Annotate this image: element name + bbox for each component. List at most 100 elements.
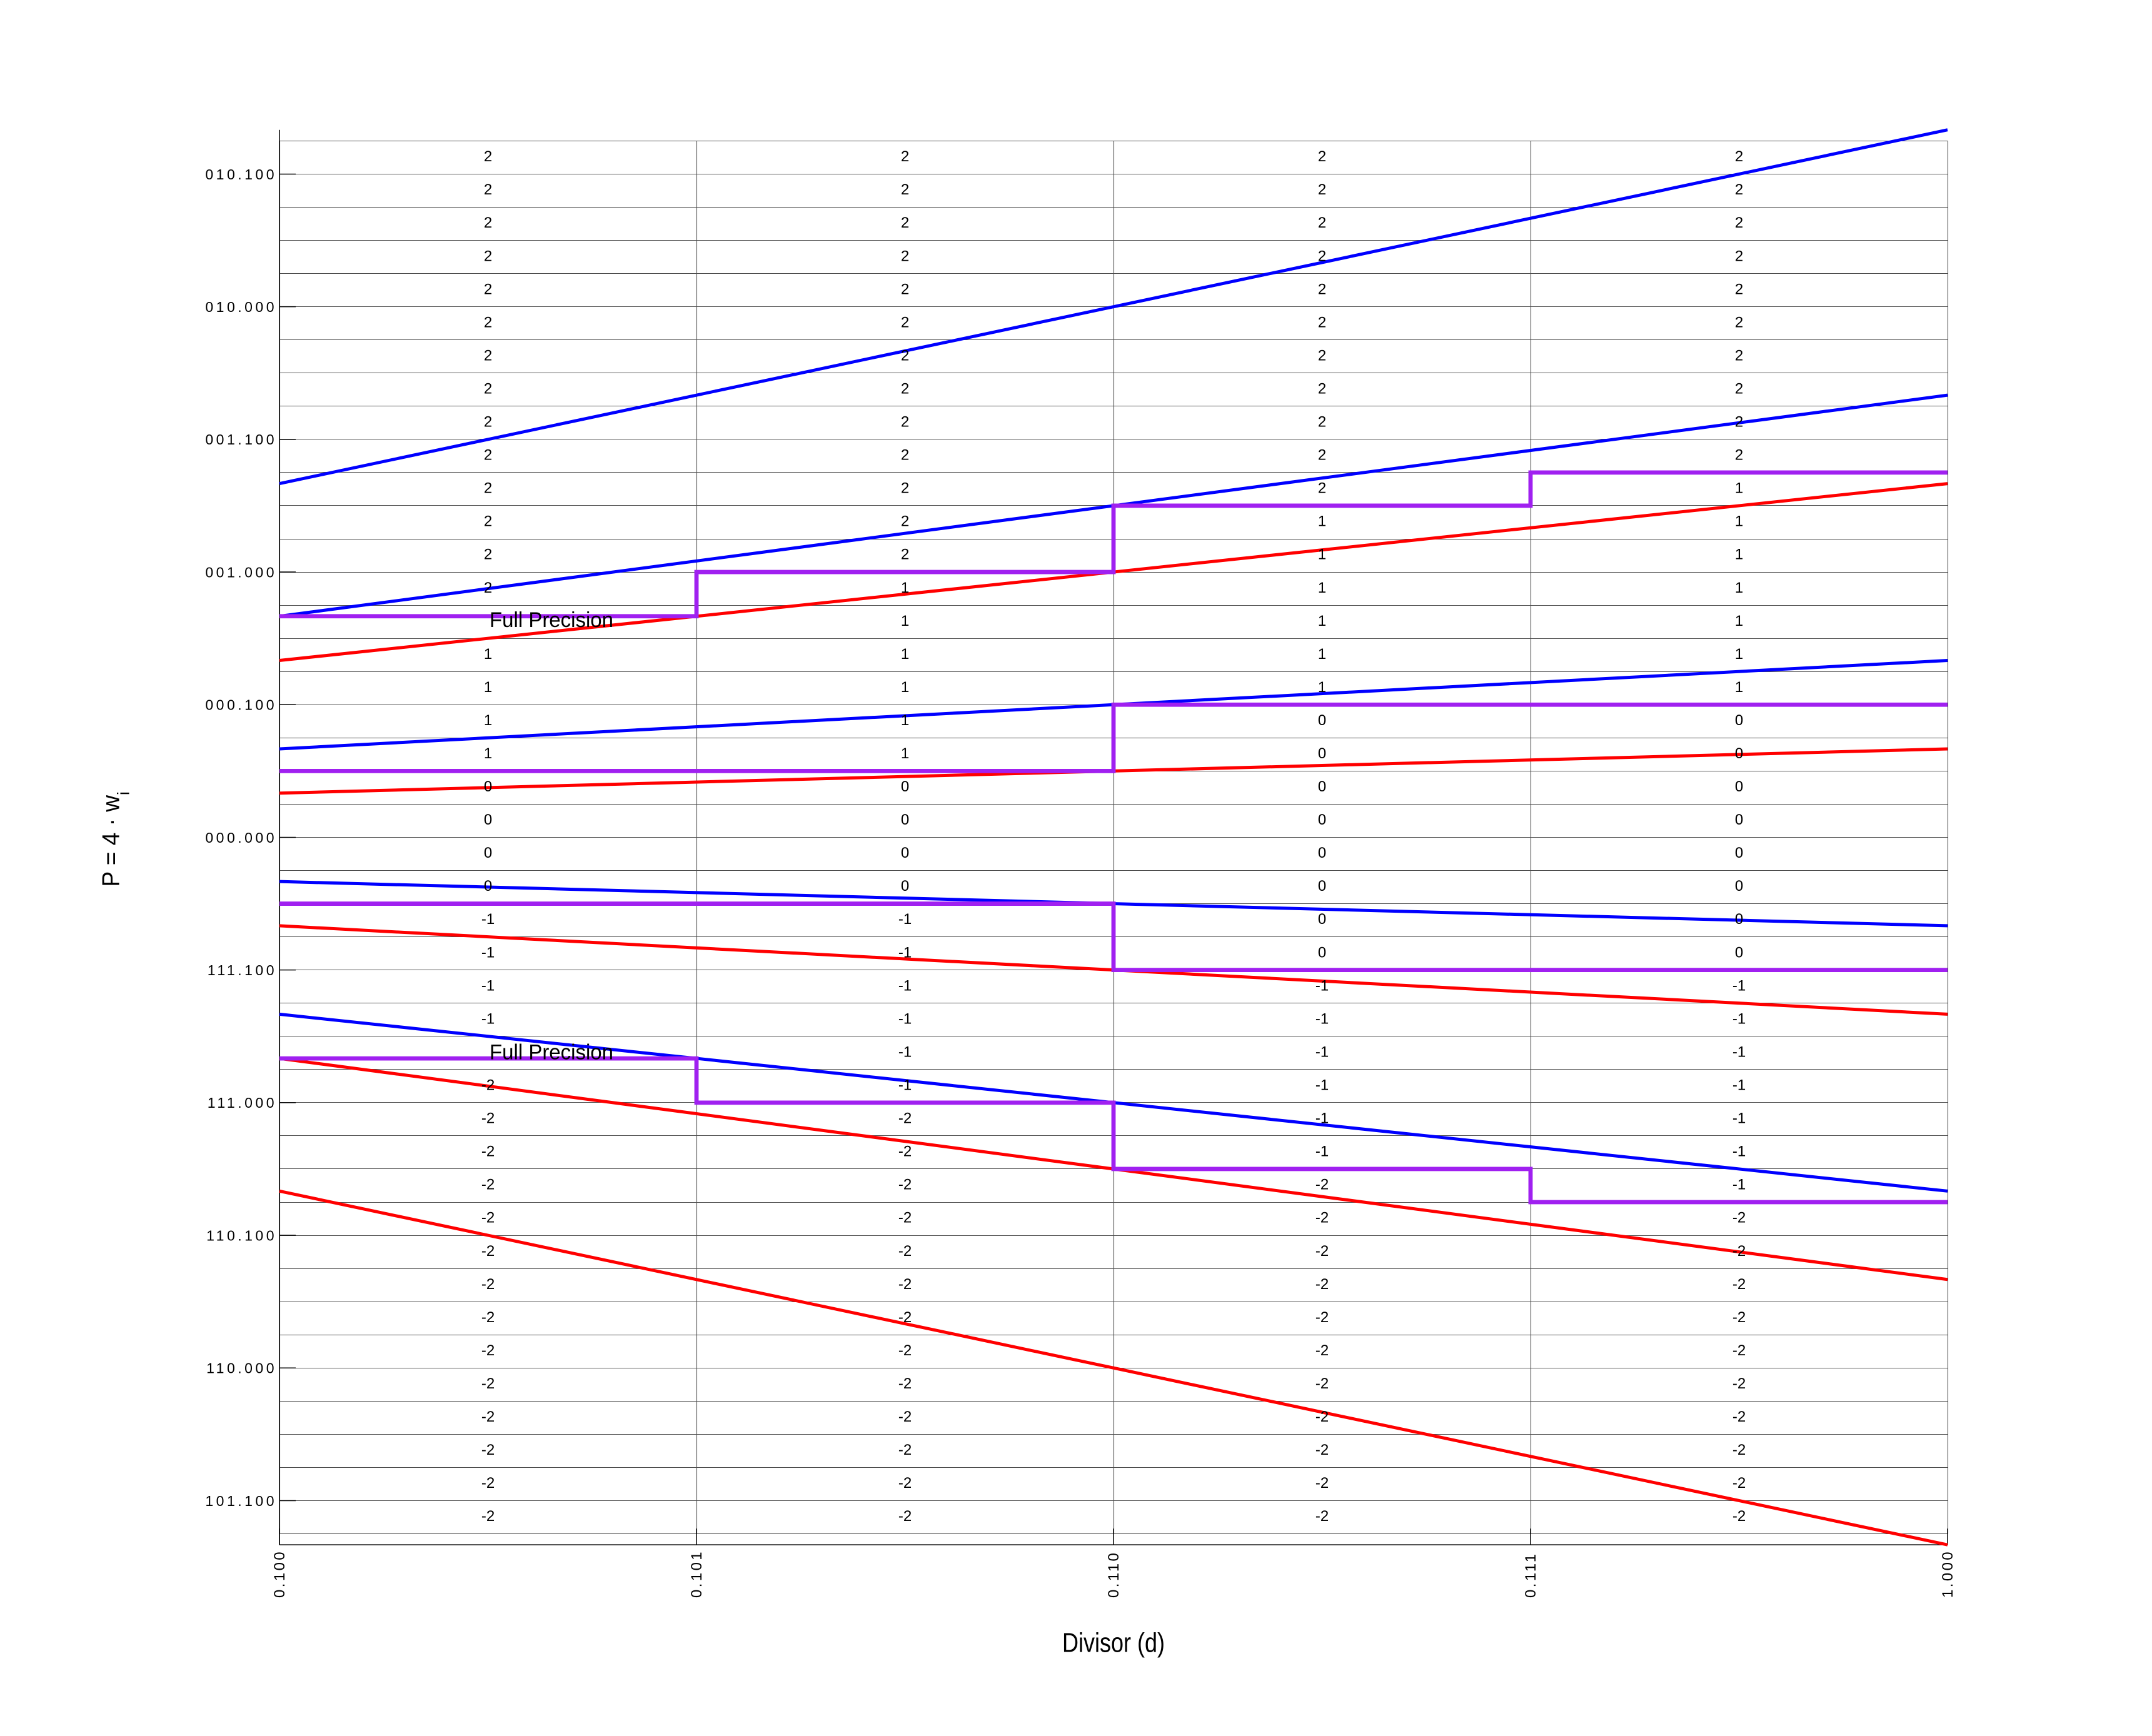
svg-text:-1: -1 [1732,1177,1746,1193]
svg-text:-1: -1 [1315,1143,1329,1160]
svg-text:-2: -2 [1315,1177,1329,1193]
svg-text:1: 1 [484,679,492,696]
svg-text:2: 2 [1318,414,1326,431]
svg-text:-2: -2 [898,1508,912,1525]
svg-text:0: 0 [484,845,492,861]
svg-text:2: 2 [1735,314,1743,331]
svg-text:-2: -2 [1732,1342,1746,1359]
svg-text:1: 1 [484,646,492,663]
svg-text:2: 2 [1318,314,1326,331]
svg-text:0: 0 [484,811,492,828]
svg-text:2: 2 [1735,181,1743,198]
svg-text:2: 2 [901,381,909,398]
svg-text:-2: -2 [1315,1475,1329,1492]
svg-text:1: 1 [1735,513,1743,530]
svg-text:2: 2 [901,513,909,530]
svg-text:0: 0 [901,778,909,795]
svg-text:-2: -2 [1315,1276,1329,1293]
svg-text:1: 1 [901,613,909,630]
svg-text:1: 1 [1735,546,1743,563]
svg-text:-2: -2 [898,1210,912,1227]
svg-text:-2: -2 [1315,1309,1329,1326]
svg-text:-1: -1 [898,977,912,994]
svg-text:-2: -2 [481,1342,495,1359]
svg-text:-2: -2 [1732,1375,1746,1392]
svg-text:-2: -2 [1732,1243,1746,1260]
svg-text:2: 2 [484,314,492,331]
svg-text:2: 2 [1318,181,1326,198]
svg-text:2: 2 [1318,381,1326,398]
svg-text:2: 2 [1735,214,1743,231]
svg-text:0: 0 [1318,878,1326,895]
svg-text:1: 1 [1318,513,1326,530]
svg-text:0: 0 [1318,778,1326,795]
svg-text:-2: -2 [481,1408,495,1425]
svg-text:-2: -2 [481,1077,495,1094]
svg-text:2: 2 [1735,347,1743,364]
svg-text:1.000: 1.000 [1939,1550,1956,1598]
svg-text:0: 0 [901,811,909,828]
svg-text:0: 0 [1735,745,1743,762]
svg-text:-1: -1 [481,977,495,994]
svg-text:-2: -2 [481,1177,495,1193]
svg-text:111.000: 111.000 [208,1095,277,1111]
svg-text:2: 2 [1318,148,1326,165]
svg-text:-2: -2 [898,1408,912,1425]
svg-text:0: 0 [1318,944,1326,961]
svg-text:1: 1 [1735,613,1743,630]
svg-text:-2: -2 [481,1475,495,1492]
svg-text:2: 2 [484,414,492,431]
svg-text:0: 0 [1318,911,1326,928]
svg-text:P = 4 · wi: P = 4 · wi [98,791,133,887]
svg-text:1: 1 [1318,646,1326,663]
svg-text:-2: -2 [898,1243,912,1260]
svg-text:-2: -2 [481,1309,495,1326]
svg-text:-2: -2 [1732,1309,1746,1326]
svg-text:0: 0 [1735,778,1743,795]
svg-text:-2: -2 [1315,1375,1329,1392]
svg-text:2: 2 [484,181,492,198]
svg-text:2: 2 [901,447,909,464]
svg-text:2: 2 [484,580,492,596]
svg-text:-2: -2 [1732,1210,1746,1227]
svg-text:1: 1 [484,745,492,762]
svg-text:1: 1 [1735,580,1743,596]
svg-text:2: 2 [901,546,909,563]
svg-text:0: 0 [1318,811,1326,828]
svg-text:-1: -1 [1732,1143,1746,1160]
svg-text:2: 2 [484,347,492,364]
svg-text:2: 2 [1735,281,1743,298]
svg-text:-2: -2 [1315,1508,1329,1525]
svg-text:2: 2 [901,248,909,264]
svg-text:2: 2 [1735,148,1743,165]
svg-text:110.100: 110.100 [206,1227,277,1243]
svg-text:2: 2 [1318,214,1326,231]
svg-text:-2: -2 [898,1110,912,1127]
svg-text:2: 2 [1318,281,1326,298]
svg-text:1: 1 [1318,613,1326,630]
svg-text:1: 1 [484,712,492,729]
svg-text:010.000: 010.000 [205,299,277,315]
svg-text:-1: -1 [481,911,495,928]
svg-text:-2: -2 [1315,1342,1329,1359]
svg-text:000.000: 000.000 [205,830,277,846]
svg-text:2: 2 [1318,447,1326,464]
svg-text:0.110: 0.110 [1105,1551,1122,1598]
svg-text:-1: -1 [1315,1110,1329,1127]
svg-text:-2: -2 [898,1475,912,1492]
svg-text:2: 2 [484,281,492,298]
svg-text:-2: -2 [898,1442,912,1458]
svg-text:0: 0 [1735,845,1743,861]
svg-text:-2: -2 [1732,1442,1746,1458]
svg-text:0: 0 [1318,745,1326,762]
svg-text:-2: -2 [1315,1442,1329,1458]
svg-text:-1: -1 [898,911,912,928]
svg-text:2: 2 [1318,248,1326,264]
svg-text:2: 2 [484,381,492,398]
svg-text:0: 0 [1318,845,1326,861]
svg-text:-1: -1 [1732,1077,1746,1094]
svg-text:-2: -2 [481,1143,495,1160]
svg-text:010.100: 010.100 [205,166,277,183]
svg-text:-1: -1 [898,944,912,961]
svg-text:-2: -2 [481,1276,495,1293]
